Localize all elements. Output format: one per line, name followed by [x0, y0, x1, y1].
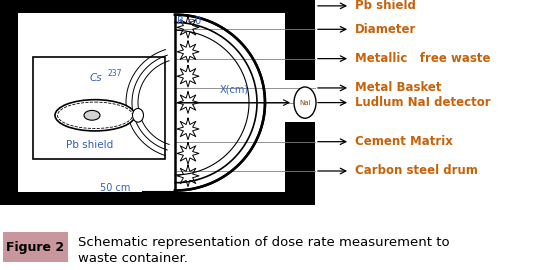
Text: Metal Basket: Metal Basket — [355, 82, 441, 94]
Text: 237: 237 — [108, 69, 122, 78]
Ellipse shape — [84, 110, 100, 120]
Ellipse shape — [132, 109, 143, 122]
Bar — [3, 232, 68, 262]
Bar — [0, 0, 315, 13]
Text: Figure 2: Figure 2 — [6, 241, 64, 254]
Ellipse shape — [294, 87, 316, 118]
Text: Carbon steel drum: Carbon steel drum — [355, 164, 478, 177]
Text: Schematic representation of dose rate measurement to: Schematic representation of dose rate me… — [78, 236, 450, 249]
Text: Cs: Cs — [90, 73, 103, 83]
Text: 50 cm: 50 cm — [100, 183, 130, 193]
Bar — [0, 0, 30, 205]
Bar — [285, 122, 315, 205]
Text: waste container.: waste container. — [78, 252, 188, 265]
Text: Cement Matrix: Cement Matrix — [355, 135, 453, 148]
Text: R =0: R =0 — [177, 16, 201, 26]
Ellipse shape — [55, 100, 135, 131]
Text: Metallic   free waste: Metallic free waste — [355, 52, 490, 65]
Bar — [18, 13, 30, 193]
Text: X(cm): X(cm) — [220, 85, 249, 95]
Bar — [0, 193, 315, 205]
Text: NaI: NaI — [299, 100, 311, 106]
Text: Diameter: Diameter — [355, 23, 416, 36]
Bar — [285, 0, 315, 80]
Text: Pb shield: Pb shield — [355, 0, 416, 12]
Ellipse shape — [58, 102, 132, 129]
Text: Ludlum NaI detector: Ludlum NaI detector — [355, 96, 491, 109]
Bar — [33, 57, 165, 159]
Text: Pb shield: Pb shield — [66, 140, 114, 150]
